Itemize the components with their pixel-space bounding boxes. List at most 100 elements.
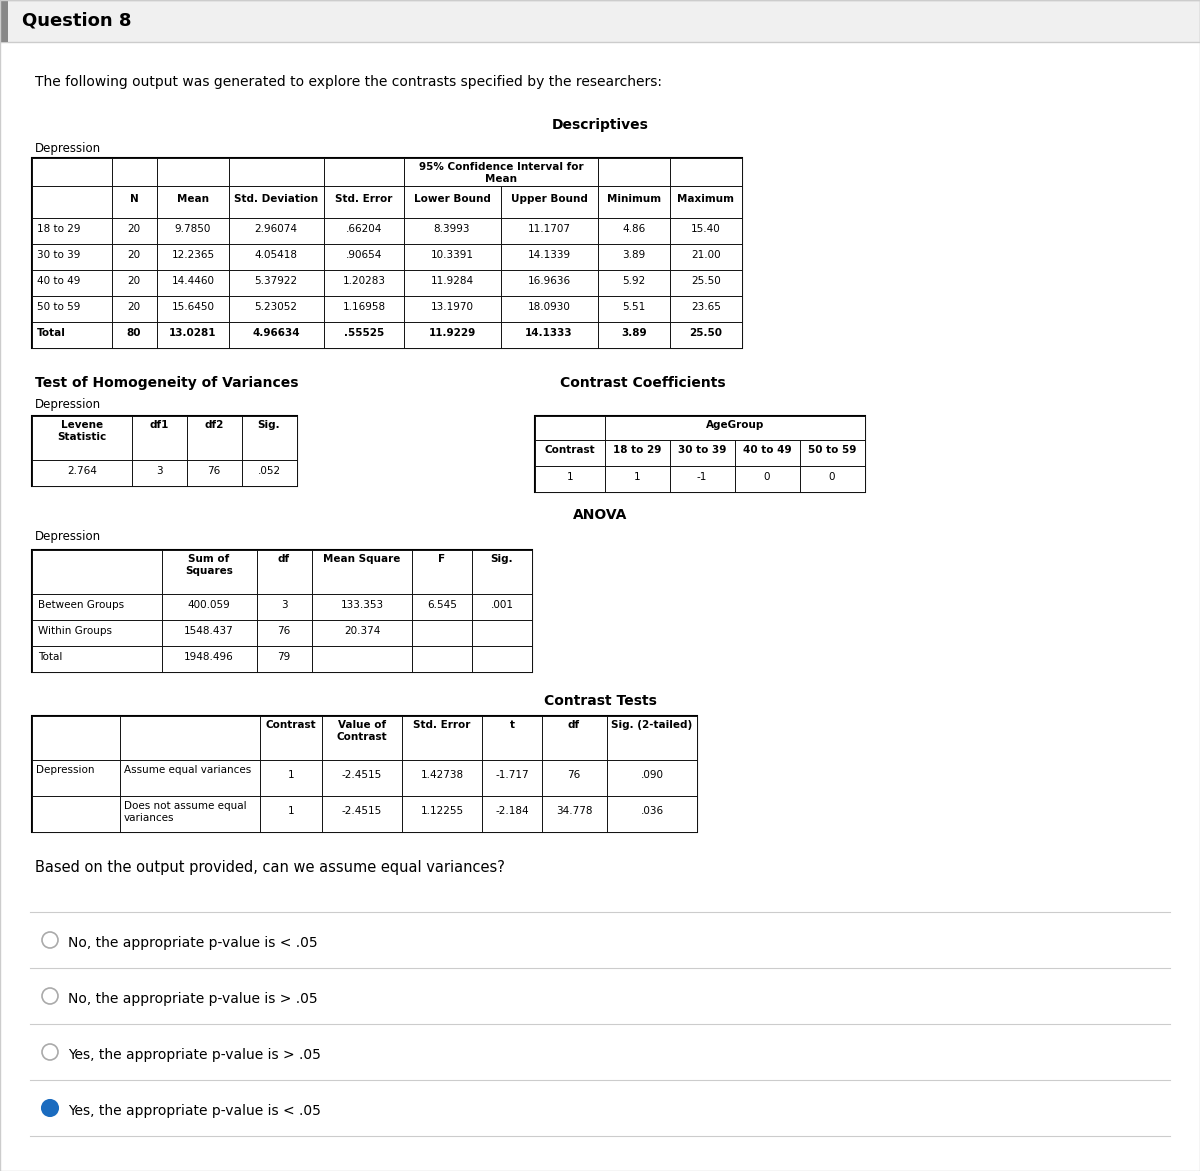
Text: df: df [278, 554, 290, 564]
Bar [32, 244, 112, 271]
Bar [32, 715, 697, 833]
Bar [412, 594, 472, 619]
Text: Yes, the appropriate p-value is > .05: Yes, the appropriate p-value is > .05 [68, 1048, 320, 1062]
Text: -2.4515: -2.4515 [342, 771, 382, 780]
Bar [0, 0, 1200, 42]
Text: 4.05418: 4.05418 [254, 249, 298, 260]
Bar [32, 416, 298, 486]
Text: .036: .036 [641, 806, 664, 816]
Text: 1: 1 [634, 472, 641, 482]
Text: 4.96634: 4.96634 [252, 328, 300, 338]
Bar [670, 296, 742, 322]
Text: Mean: Mean [178, 194, 209, 204]
Text: Depression: Depression [35, 530, 101, 543]
Bar [32, 715, 120, 760]
Bar [324, 244, 404, 271]
Bar [32, 322, 112, 348]
Text: Test of Homogeneity of Variances: Test of Homogeneity of Variances [35, 376, 299, 390]
Text: Based on the output provided, can we assume equal variances?: Based on the output provided, can we ass… [35, 860, 505, 875]
Bar [257, 619, 312, 646]
Text: Sum of
Squares: Sum of Squares [185, 554, 233, 576]
Text: 15.6450: 15.6450 [172, 302, 215, 311]
Text: Std. Deviation: Std. Deviation [234, 194, 318, 204]
Bar [157, 322, 229, 348]
Text: 2.96074: 2.96074 [254, 224, 298, 234]
Text: Minimum: Minimum [607, 194, 661, 204]
Text: 3: 3 [281, 600, 287, 610]
Text: 1.16958: 1.16958 [342, 302, 385, 311]
Text: 20.374: 20.374 [344, 626, 380, 636]
Text: N: N [130, 194, 138, 204]
Bar [598, 158, 670, 186]
Text: Sig.: Sig. [258, 420, 281, 430]
Bar [32, 550, 532, 672]
Bar [162, 646, 257, 672]
Bar [670, 158, 742, 186]
Text: Depression: Depression [35, 398, 101, 411]
Text: No, the appropriate p-value is < .05: No, the appropriate p-value is < .05 [68, 936, 318, 950]
Text: Contrast Tests: Contrast Tests [544, 694, 656, 708]
Text: 1548.437: 1548.437 [184, 626, 234, 636]
Text: Yes, the appropriate p-value is < .05: Yes, the appropriate p-value is < .05 [68, 1104, 320, 1118]
Bar [412, 550, 472, 594]
Bar [324, 186, 404, 218]
Text: 3: 3 [156, 466, 162, 475]
Bar [482, 760, 542, 796]
Bar [229, 218, 324, 244]
Text: 1: 1 [566, 472, 574, 482]
Bar [32, 594, 162, 619]
Text: Maximum: Maximum [678, 194, 734, 204]
Bar [112, 186, 157, 218]
Bar [32, 796, 120, 833]
Text: -2.4515: -2.4515 [342, 806, 382, 816]
Bar [120, 760, 260, 796]
Text: 18.0930: 18.0930 [528, 302, 570, 311]
Bar [542, 796, 607, 833]
Bar [598, 186, 670, 218]
Bar [404, 271, 502, 296]
Text: 0: 0 [829, 472, 835, 482]
Text: .001: .001 [491, 600, 514, 610]
Text: Levene
Statistic: Levene Statistic [58, 420, 107, 441]
Bar [229, 186, 324, 218]
Text: 1.42738: 1.42738 [420, 771, 463, 780]
Bar [32, 158, 742, 348]
Bar [598, 218, 670, 244]
Text: df1: df1 [149, 420, 169, 430]
Bar [404, 296, 502, 322]
Text: t: t [510, 720, 515, 730]
Bar [324, 271, 404, 296]
Bar [605, 416, 865, 440]
Bar [324, 322, 404, 348]
Text: Between Groups: Between Groups [38, 600, 124, 610]
Text: 79: 79 [277, 652, 290, 662]
Text: 14.1333: 14.1333 [526, 328, 572, 338]
Text: 400.059: 400.059 [187, 600, 230, 610]
Bar [502, 186, 598, 218]
Bar [670, 322, 742, 348]
Bar [112, 296, 157, 322]
Text: Contrast: Contrast [545, 445, 595, 456]
Bar [482, 796, 542, 833]
Text: 3.89: 3.89 [623, 249, 646, 260]
Bar [322, 760, 402, 796]
Bar [502, 244, 598, 271]
Bar [257, 594, 312, 619]
Text: .90654: .90654 [346, 249, 382, 260]
Text: 21.00: 21.00 [691, 249, 721, 260]
Bar [482, 715, 542, 760]
Bar [605, 466, 670, 492]
Text: 1: 1 [288, 771, 294, 780]
Bar [132, 460, 187, 486]
Text: No, the appropriate p-value is > .05: No, the appropriate p-value is > .05 [68, 992, 318, 1006]
Text: AgeGroup: AgeGroup [706, 420, 764, 430]
Bar [502, 322, 598, 348]
Bar [472, 550, 532, 594]
Bar [542, 715, 607, 760]
Text: Assume equal variances: Assume equal variances [124, 765, 251, 775]
Bar [312, 619, 412, 646]
Text: -1: -1 [697, 472, 707, 482]
Bar [402, 715, 482, 760]
Bar [670, 271, 742, 296]
Bar [162, 594, 257, 619]
